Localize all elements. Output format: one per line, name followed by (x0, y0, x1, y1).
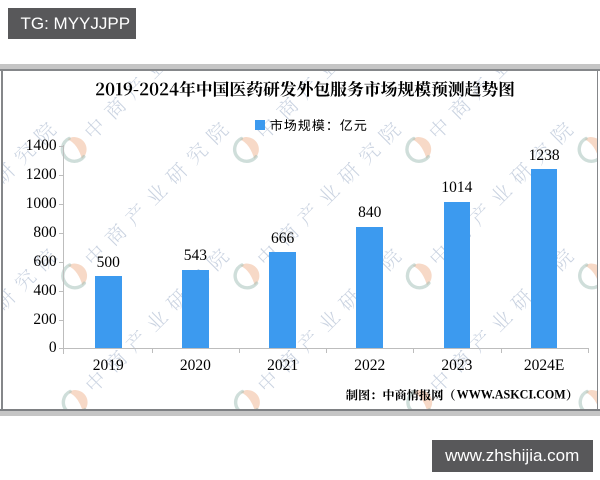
svg-text:WWW.ASKCI.COM: WWW.ASKCI.COM (457, 387, 567, 401)
